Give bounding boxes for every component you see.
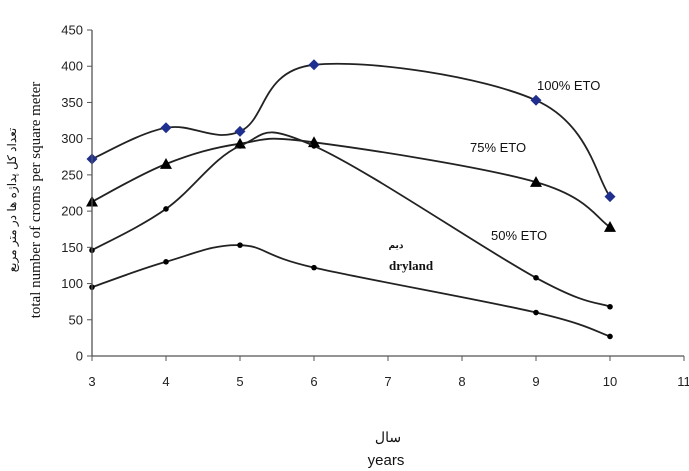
- x-tick-label: 9: [532, 374, 539, 389]
- x-tick-label: 7: [384, 374, 391, 389]
- y-tick-label: 400: [61, 59, 83, 74]
- series-label-50-eto: 50% ETO: [491, 228, 547, 243]
- y-tick-label: 450: [61, 23, 83, 38]
- y-tick-label: 250: [61, 167, 83, 182]
- y-axis-label: total number of croms per square meter: [28, 82, 44, 319]
- data-point-diamond: [308, 59, 320, 71]
- x-tick-label: 6: [310, 374, 317, 389]
- data-point-diamond: [604, 191, 616, 203]
- y-tick-label: 300: [61, 131, 83, 146]
- data-point-dot: [533, 274, 539, 281]
- y-tick-label: 100: [61, 276, 83, 291]
- data-point-dot: [163, 259, 169, 265]
- x-tick-label: 11: [677, 374, 689, 389]
- x-tick-label: 10: [603, 374, 617, 389]
- data-point-diamond: [234, 125, 246, 137]
- data-point-dot: [533, 309, 539, 316]
- series-label-dryland: dryland: [389, 258, 434, 273]
- x-tick-label: 3: [88, 374, 95, 389]
- x-axis-label-alt: سال: [375, 429, 401, 445]
- series-layer: [86, 59, 616, 340]
- series-label-75-eto: 75% ETO: [470, 140, 526, 155]
- data-point-dot: [237, 143, 243, 149]
- data-point-triangle: [604, 221, 616, 232]
- x-tick-label: 4: [162, 374, 169, 389]
- y-tick-label: 350: [61, 95, 83, 110]
- data-point-dot: [607, 303, 613, 310]
- data-point-dot: [163, 206, 169, 212]
- series-label-100-eto: 100% ETO: [537, 78, 600, 93]
- series-line-100-eto: [91, 62, 611, 198]
- y-tick-label: 200: [61, 204, 83, 219]
- series-line-50-eto: [91, 131, 611, 308]
- x-tick-label: 5: [236, 374, 243, 389]
- data-point-dot: [311, 143, 317, 149]
- x-tick-label: 8: [458, 374, 465, 389]
- y-tick-label: 0: [76, 349, 83, 364]
- x-axis-label: years: [368, 452, 405, 469]
- y-axis-label-alt: تعداد کل پداژه ها در متر مربع: [5, 128, 19, 273]
- series-line-dryland: [91, 244, 611, 338]
- data-point-triangle: [160, 158, 172, 169]
- data-point-dot: [237, 242, 243, 248]
- data-point-triangle: [530, 176, 542, 187]
- data-point-diamond: [160, 122, 172, 134]
- x-axis-ticks: 3 4 5 6 7 8 9 10 11: [88, 356, 689, 389]
- axes: [91, 30, 684, 357]
- y-tick-label: 50: [69, 312, 83, 327]
- series-dryland: [89, 242, 613, 340]
- data-point-dot: [311, 264, 317, 271]
- y-tick-label: 150: [61, 240, 83, 255]
- data-point-dot: [607, 333, 613, 340]
- y-axis-ticks: 0 50 100 150 200 250 300 350 400 450: [61, 23, 92, 364]
- series-50-eto: [89, 131, 613, 310]
- data-point-diamond: [530, 94, 542, 106]
- series-label-dryland-alt: دیم: [388, 241, 403, 251]
- series-75-eto: [86, 136, 616, 232]
